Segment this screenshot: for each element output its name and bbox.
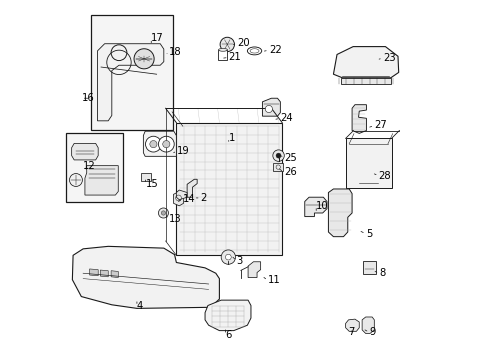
Text: 14: 14 <box>183 194 195 204</box>
Polygon shape <box>204 300 250 330</box>
Text: 5: 5 <box>365 229 371 239</box>
Text: 27: 27 <box>373 121 386 130</box>
Text: 21: 21 <box>228 52 241 62</box>
Text: 28: 28 <box>378 171 390 181</box>
Ellipse shape <box>247 47 261 55</box>
Circle shape <box>272 150 284 161</box>
Circle shape <box>149 140 157 148</box>
Polygon shape <box>143 131 176 156</box>
Polygon shape <box>333 46 398 78</box>
Circle shape <box>161 211 165 215</box>
Polygon shape <box>176 190 187 200</box>
Polygon shape <box>97 44 163 121</box>
Text: 25: 25 <box>284 153 296 163</box>
Polygon shape <box>111 271 118 278</box>
Text: 12: 12 <box>83 161 96 171</box>
Circle shape <box>158 136 174 152</box>
Bar <box>362 261 376 274</box>
Polygon shape <box>304 197 326 217</box>
Text: 19: 19 <box>177 145 189 156</box>
Bar <box>66 133 122 202</box>
Polygon shape <box>72 246 219 309</box>
Bar <box>273 163 283 171</box>
Polygon shape <box>187 179 197 197</box>
Circle shape <box>158 208 168 218</box>
Polygon shape <box>262 98 280 116</box>
Text: 9: 9 <box>368 327 375 337</box>
Text: 24: 24 <box>280 113 292 123</box>
Text: 6: 6 <box>225 330 231 340</box>
Text: 8: 8 <box>379 268 385 278</box>
Bar <box>91 15 173 130</box>
Polygon shape <box>89 269 98 276</box>
Polygon shape <box>173 192 183 206</box>
Polygon shape <box>247 262 260 278</box>
Circle shape <box>145 136 161 152</box>
Polygon shape <box>362 317 373 333</box>
Polygon shape <box>340 78 390 84</box>
Text: 26: 26 <box>284 167 296 177</box>
Bar <box>140 173 150 181</box>
Text: 3: 3 <box>236 256 243 266</box>
Polygon shape <box>351 105 366 134</box>
Circle shape <box>69 174 82 186</box>
Text: 16: 16 <box>81 93 94 103</box>
Text: 7: 7 <box>348 327 354 337</box>
Text: 23: 23 <box>382 53 395 63</box>
Bar <box>176 123 282 255</box>
Text: 2: 2 <box>201 193 207 203</box>
Ellipse shape <box>218 48 227 51</box>
Bar <box>345 138 391 188</box>
Polygon shape <box>85 166 118 195</box>
Polygon shape <box>328 189 351 237</box>
Text: 4: 4 <box>137 301 143 311</box>
Polygon shape <box>72 143 98 160</box>
Text: 22: 22 <box>268 45 281 55</box>
Text: 10: 10 <box>316 201 328 211</box>
Circle shape <box>134 49 154 69</box>
Circle shape <box>163 140 169 148</box>
Polygon shape <box>100 270 108 277</box>
Text: 13: 13 <box>168 215 181 224</box>
Text: 18: 18 <box>169 46 182 57</box>
Bar <box>218 50 227 60</box>
Circle shape <box>221 250 235 264</box>
Text: 11: 11 <box>267 275 280 285</box>
Polygon shape <box>345 319 359 331</box>
Circle shape <box>225 254 231 260</box>
Text: 17: 17 <box>151 33 163 43</box>
Text: 15: 15 <box>145 179 158 189</box>
Circle shape <box>276 153 281 158</box>
Circle shape <box>220 37 234 51</box>
Text: 20: 20 <box>237 38 249 48</box>
Text: 1: 1 <box>228 133 235 143</box>
Circle shape <box>265 105 272 113</box>
